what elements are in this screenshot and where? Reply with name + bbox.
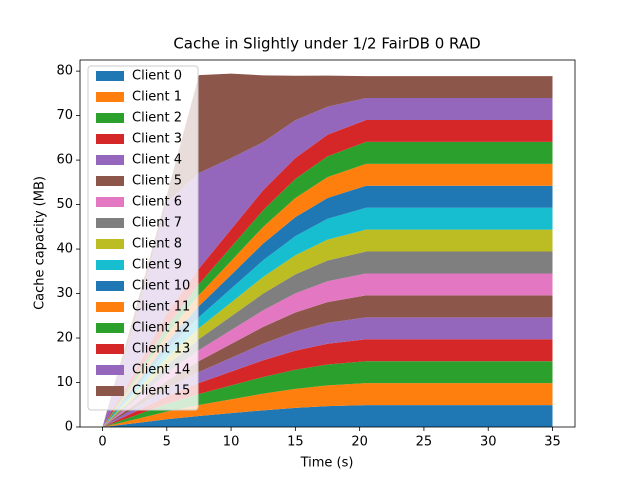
legend-label: Client 3 bbox=[132, 132, 182, 147]
legend-label: Client 1 bbox=[132, 90, 182, 105]
legend: Client 0 Client 1 Client 2 Client 3 Client 4… bbox=[87, 65, 199, 411]
legend-swatch bbox=[96, 197, 124, 207]
y-tick-label: 20 bbox=[56, 331, 73, 346]
y-tick-label: 0 bbox=[65, 420, 73, 435]
legend-label: Client 13 bbox=[132, 342, 190, 357]
x-tick-label: 15 bbox=[287, 435, 304, 450]
x-tick-label: 35 bbox=[544, 435, 561, 450]
legend-swatch bbox=[96, 239, 124, 249]
area bbox=[102, 73, 553, 427]
y-tick-label: 80 bbox=[56, 64, 73, 79]
legend-swatch bbox=[96, 323, 124, 333]
plot-frame bbox=[79, 59, 576, 428]
area bbox=[102, 273, 553, 427]
x-tick-label: 0 bbox=[98, 435, 106, 450]
area bbox=[102, 251, 553, 427]
legend-swatch bbox=[96, 386, 124, 396]
legend-label: Client 14 bbox=[132, 363, 190, 378]
y-tick-label: 50 bbox=[56, 197, 73, 212]
legend-swatch bbox=[96, 281, 124, 291]
legend-label: Client 9 bbox=[132, 258, 182, 273]
legend-label: Client 2 bbox=[132, 111, 182, 126]
area bbox=[102, 229, 553, 427]
area bbox=[102, 98, 553, 427]
area bbox=[102, 339, 553, 427]
area bbox=[102, 295, 553, 427]
legend-swatch bbox=[96, 344, 124, 354]
legend-swatch bbox=[96, 134, 124, 144]
legend-label: Client 4 bbox=[132, 153, 182, 168]
legend-swatch bbox=[96, 302, 124, 312]
legend-label: Client 6 bbox=[132, 195, 182, 210]
legend-swatch bbox=[96, 218, 124, 228]
legend-label: Client 8 bbox=[132, 237, 182, 252]
x-tick-label: 20 bbox=[351, 435, 368, 450]
area bbox=[102, 383, 553, 427]
legend-label: Client 0 bbox=[132, 69, 182, 84]
y-tick-label: 30 bbox=[56, 286, 73, 301]
legend-swatch bbox=[96, 113, 124, 123]
area bbox=[102, 405, 553, 427]
x-tick-label: 10 bbox=[223, 435, 240, 450]
legend-label: Client 7 bbox=[132, 216, 182, 231]
legend-swatch bbox=[96, 365, 124, 375]
legend-label: Client 10 bbox=[132, 279, 190, 294]
area bbox=[102, 361, 553, 427]
y-tick-label: 40 bbox=[56, 242, 73, 257]
legend-label: Client 15 bbox=[132, 384, 190, 399]
legend-swatch bbox=[96, 71, 124, 81]
y-tick-label: 10 bbox=[56, 375, 73, 390]
legend-swatch bbox=[96, 176, 124, 186]
area bbox=[102, 317, 553, 427]
legend-swatch bbox=[96, 260, 124, 270]
y-tick-label: 60 bbox=[56, 153, 73, 168]
legend-label: Client 12 bbox=[132, 321, 190, 336]
chart-title: Cache in Slightly under 1/2 FairDB 0 RAD bbox=[173, 35, 480, 53]
legend-label: Client 11 bbox=[132, 300, 190, 315]
x-tick-label: 5 bbox=[163, 435, 171, 450]
x-tick-label: 30 bbox=[480, 435, 497, 450]
legend-swatch bbox=[96, 155, 124, 165]
area bbox=[102, 207, 553, 427]
x-axis-label: Time (s) bbox=[300, 456, 354, 471]
y-tick-label: 70 bbox=[56, 108, 73, 123]
y-axis-label: Cache capacity (MB) bbox=[33, 176, 48, 310]
legend-swatch bbox=[96, 92, 124, 102]
x-tick-label: 25 bbox=[416, 435, 433, 450]
legend-label: Client 5 bbox=[132, 174, 182, 189]
